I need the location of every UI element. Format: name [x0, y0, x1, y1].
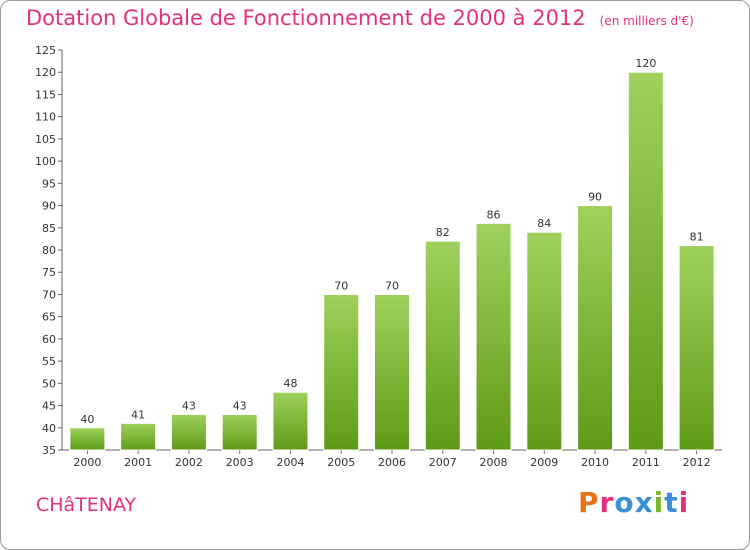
x-tick-label-2002: 2002: [175, 456, 203, 469]
y-tick-label: 65: [42, 311, 56, 324]
x-tick-label-2009: 2009: [530, 456, 558, 469]
y-tick-label: 90: [42, 200, 56, 213]
y-tick-label: 45: [42, 400, 56, 413]
y-tick-label: 110: [35, 111, 56, 124]
chart-title: Dotation Globale de Fonctionnement de 20…: [26, 6, 694, 30]
bar-2004: [272, 391, 309, 451]
data-label-2012: 81: [690, 231, 704, 244]
logo-letter: P: [578, 486, 600, 519]
logo-letter: o: [614, 486, 635, 519]
bar-2010: [577, 205, 614, 451]
y-tick-label: 100: [35, 155, 56, 168]
x-tick-label-2000: 2000: [73, 456, 101, 469]
bar-2005: [323, 293, 360, 451]
x-tick-label-2006: 2006: [378, 456, 406, 469]
bar-2003: [221, 413, 258, 451]
y-tick-label: 70: [42, 288, 56, 301]
bar-2006: [374, 293, 410, 451]
data-label-2005: 70: [334, 279, 348, 292]
bar-2007: [424, 240, 461, 451]
data-label-2004: 48: [283, 377, 297, 390]
data-label-2000: 40: [80, 413, 94, 426]
chart-title-text: Dotation Globale de Fonctionnement de 20…: [26, 6, 586, 30]
y-tick-label: 115: [35, 88, 56, 101]
data-label-2009: 84: [537, 217, 551, 230]
x-tick-label-2008: 2008: [480, 456, 508, 469]
y-tick-label: 120: [35, 66, 56, 79]
x-tick-label-2010: 2010: [581, 456, 609, 469]
chart-unit: (en milliers d'€): [599, 14, 694, 28]
y-tick-label: 50: [42, 377, 56, 390]
y-tick-label: 35: [42, 444, 56, 457]
logo-letter: t: [664, 486, 679, 519]
y-tick-label: 60: [42, 333, 56, 346]
data-label-2006: 70: [385, 279, 399, 292]
x-tick-label-2004: 2004: [276, 456, 304, 469]
y-tick-label: 75: [42, 266, 56, 279]
x-tick-label-2011: 2011: [632, 456, 660, 469]
x-tick-label-2001: 2001: [124, 456, 152, 469]
data-label-2010: 90: [588, 191, 602, 204]
data-label-2002: 43: [182, 399, 196, 412]
bar-2009: [526, 231, 563, 451]
y-tick-label: 80: [42, 244, 56, 257]
x-tick-label-2007: 2007: [429, 456, 457, 469]
bar-2001: [120, 422, 157, 451]
data-label-2007: 82: [436, 226, 450, 239]
data-label-2001: 41: [131, 408, 145, 421]
logo-letter: x: [634, 486, 654, 519]
logo-letter: i: [678, 486, 690, 519]
bar-2008: [475, 222, 512, 451]
commune-name: CHâTENAY: [36, 494, 137, 516]
bar-2000: [69, 427, 106, 451]
data-label-2011: 120: [635, 57, 656, 70]
x-tick-label-2012: 2012: [683, 456, 711, 469]
data-label-2003: 43: [233, 399, 247, 412]
logo-letter: r: [599, 486, 615, 519]
x-tick-label-2005: 2005: [327, 456, 355, 469]
y-tick-label: 125: [35, 44, 56, 57]
y-tick-label: 85: [42, 222, 56, 235]
y-tick-label: 105: [35, 133, 56, 146]
y-tick-label: 95: [42, 177, 56, 190]
bar-2012: [678, 245, 715, 451]
bar-2011: [627, 71, 664, 451]
x-tick-label-2003: 2003: [226, 456, 254, 469]
proxiti-logo[interactable]: Proxiti: [578, 486, 689, 519]
chart-bars: 40 41 43 43 48 70 70 82 86 84 90 120 81: [69, 57, 715, 451]
bar-2002: [170, 413, 207, 451]
y-tick-label: 55: [42, 355, 56, 368]
logo-letter: i: [653, 486, 665, 519]
y-tick-label: 40: [42, 422, 56, 435]
data-label-2008: 86: [487, 208, 501, 221]
